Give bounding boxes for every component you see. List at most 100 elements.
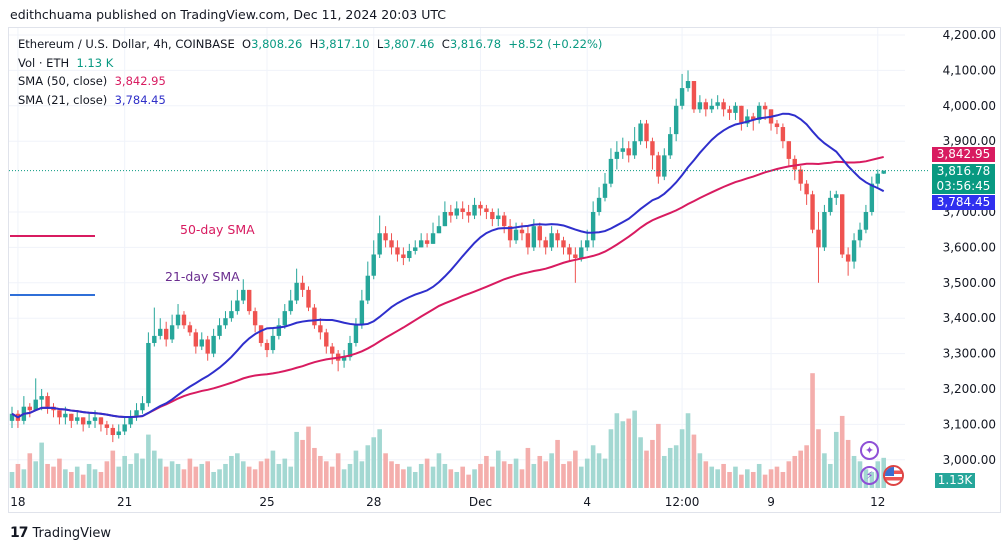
volume-bar	[104, 461, 110, 488]
candle-body	[620, 148, 625, 152]
tradingview-footer[interactable]: 𝟭𝟳 TradingView	[10, 525, 111, 541]
last-price-badge: 3,816.78 03:56:45	[932, 164, 995, 194]
last-price: 3,816.78	[936, 164, 991, 178]
x-tick-label: 25	[259, 495, 274, 509]
volume-bar	[531, 463, 537, 488]
chart-frame[interactable]	[8, 27, 1001, 513]
volume-bar	[181, 469, 187, 488]
candle-body	[834, 194, 839, 198]
volume-bar	[318, 455, 323, 488]
open-value: 3,808.26	[251, 37, 303, 51]
volume-bar	[756, 463, 762, 488]
volume-bar	[187, 458, 193, 488]
volume-bar	[632, 410, 637, 488]
candle-body	[507, 226, 513, 241]
candle-body	[822, 212, 827, 248]
legend-sma50-row: SMA (50, close) 3,842.95	[18, 72, 602, 91]
volume-bar	[816, 429, 821, 488]
sma21-label[interactable]: SMA (21, close)	[18, 92, 108, 107]
candle-body	[840, 194, 845, 255]
volume-bar	[211, 471, 216, 488]
candle-body	[430, 233, 436, 244]
volume-bar	[839, 415, 845, 488]
y-tick-label: 3,200.00	[943, 382, 996, 396]
us-flag-icon[interactable]	[883, 465, 904, 486]
candle-body	[585, 240, 590, 248]
candle-body	[561, 240, 566, 248]
candle-body	[703, 102, 709, 110]
candle-body	[751, 116, 756, 120]
volume-bar	[128, 463, 133, 488]
candle-body	[347, 342, 353, 358]
candle-body	[573, 254, 578, 259]
volume-bar	[750, 471, 756, 488]
y-tick-label: 3,300.00	[943, 347, 996, 361]
volume-bar	[507, 463, 513, 488]
candle-body	[472, 204, 477, 216]
candle-body	[691, 81, 697, 110]
volume-bar	[51, 466, 56, 488]
candle-body	[519, 229, 525, 234]
y-tick-label: 3,000.00	[943, 453, 996, 467]
candle-body	[158, 328, 163, 336]
candle-body	[353, 325, 359, 343]
candle-body	[418, 240, 424, 248]
volume-bar	[86, 463, 92, 488]
y-tick-label: 4,100.00	[943, 63, 996, 77]
sma50-label[interactable]: SMA (50, close)	[18, 74, 108, 88]
volume-bar	[519, 469, 525, 488]
candle-body	[128, 417, 133, 425]
volume-bar	[39, 442, 44, 488]
candle-body	[448, 212, 454, 216]
volume-bar	[662, 455, 667, 488]
ai-sparkle-icon[interactable]: ✦	[860, 441, 879, 460]
candle-body	[312, 307, 317, 326]
candle-body	[63, 413, 68, 418]
volume-bar	[430, 466, 436, 488]
candle-body	[211, 335, 216, 354]
volume-bar	[602, 458, 608, 488]
symbol-title[interactable]: Ethereum / U.S. Dollar, 4h, COINBASE	[18, 37, 235, 51]
volume-label[interactable]: Vol · ETH	[18, 55, 70, 70]
candle-body	[140, 403, 145, 411]
volume-bar	[792, 455, 798, 488]
volume-bar	[401, 469, 406, 488]
volume-bar	[673, 445, 679, 488]
x-tick-label: 28	[366, 495, 381, 509]
candle-body	[389, 240, 394, 248]
candle-body	[122, 424, 127, 432]
sma21-line	[11, 112, 885, 419]
candle-body	[306, 289, 311, 308]
candle-body	[39, 396, 44, 400]
volume-bar	[341, 469, 347, 488]
legend-volume-row: Vol · ETH 1.13 K	[18, 54, 602, 73]
volume-bar	[323, 461, 329, 488]
candle-body	[810, 194, 815, 230]
volume-bar	[288, 466, 294, 488]
volume-value: 1.13 K	[76, 55, 114, 70]
candle-body	[555, 233, 560, 241]
volume-bar	[270, 450, 276, 488]
sma21-price-badge: 3,784.45	[932, 195, 995, 210]
candle-body	[804, 183, 809, 195]
volume-bar	[57, 458, 62, 488]
open-label: O	[242, 37, 252, 51]
volume-bar	[306, 426, 311, 488]
candle-body	[116, 431, 121, 436]
candle-body	[276, 325, 282, 336]
volume-bar	[537, 455, 543, 488]
volume-bar	[466, 474, 471, 488]
volume-bar	[679, 429, 685, 488]
candle-body	[721, 102, 726, 110]
candle-body	[780, 127, 786, 142]
volume-bar	[715, 469, 720, 488]
volume-bar	[590, 445, 596, 488]
volume-bar	[9, 471, 15, 488]
candle-body	[401, 254, 406, 259]
volume-bar	[116, 466, 122, 488]
volume-bar	[122, 455, 127, 488]
candle-body	[756, 105, 762, 120]
candle-body	[395, 247, 400, 255]
lightning-events-icon[interactable]: ⚡	[860, 466, 879, 485]
